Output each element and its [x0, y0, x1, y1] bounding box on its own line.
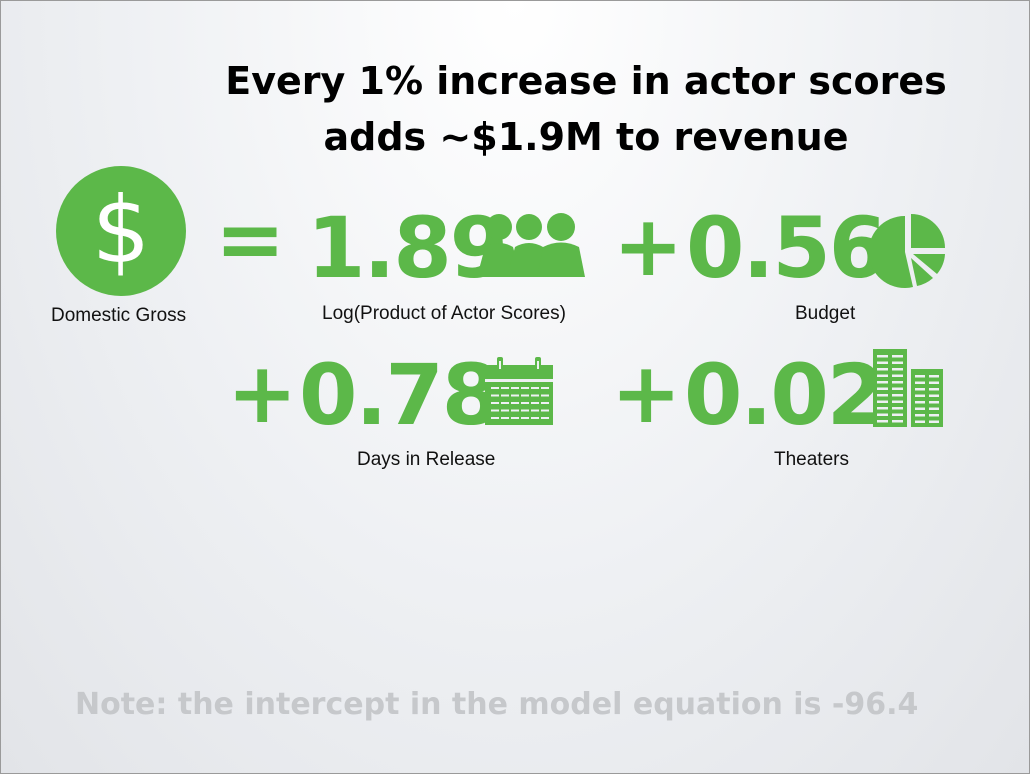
plus-sign-budget: +: [613, 197, 683, 295]
label-budget: Budget: [795, 303, 856, 324]
domestic-gross-label: Domestic Gross: [51, 305, 187, 326]
slide-title: Every 1% increase in actor scores adds ~…: [201, 53, 971, 165]
coefficient-theaters: 0.02: [684, 346, 885, 444]
buildings-icon: [873, 349, 943, 427]
title-line-2: adds ~$1.9M to revenue: [323, 115, 849, 159]
label-actor-scores: Log(Product of Actor Scores): [322, 303, 566, 324]
plus-sign-days: +: [227, 344, 297, 442]
coefficient-days: 0.78: [299, 346, 500, 444]
pie-chart-icon: [868, 214, 945, 288]
label-days: Days in Release: [357, 449, 496, 470]
coefficient-actor-scores: 1.89: [307, 199, 508, 297]
plus-sign-theaters: +: [611, 344, 681, 442]
title-line-1: Every 1% increase in actor scores: [225, 59, 947, 103]
calendar-icon: [485, 357, 553, 425]
dollar-icon: $: [56, 166, 186, 296]
intercept-note: Note: the intercept in the model equatio…: [75, 687, 919, 722]
dollar-symbol: $: [91, 177, 151, 284]
coefficient-budget: 0.56: [686, 199, 887, 297]
people-icon: [477, 213, 585, 277]
equals-sign: =: [215, 190, 285, 288]
label-theaters: Theaters: [774, 449, 849, 470]
